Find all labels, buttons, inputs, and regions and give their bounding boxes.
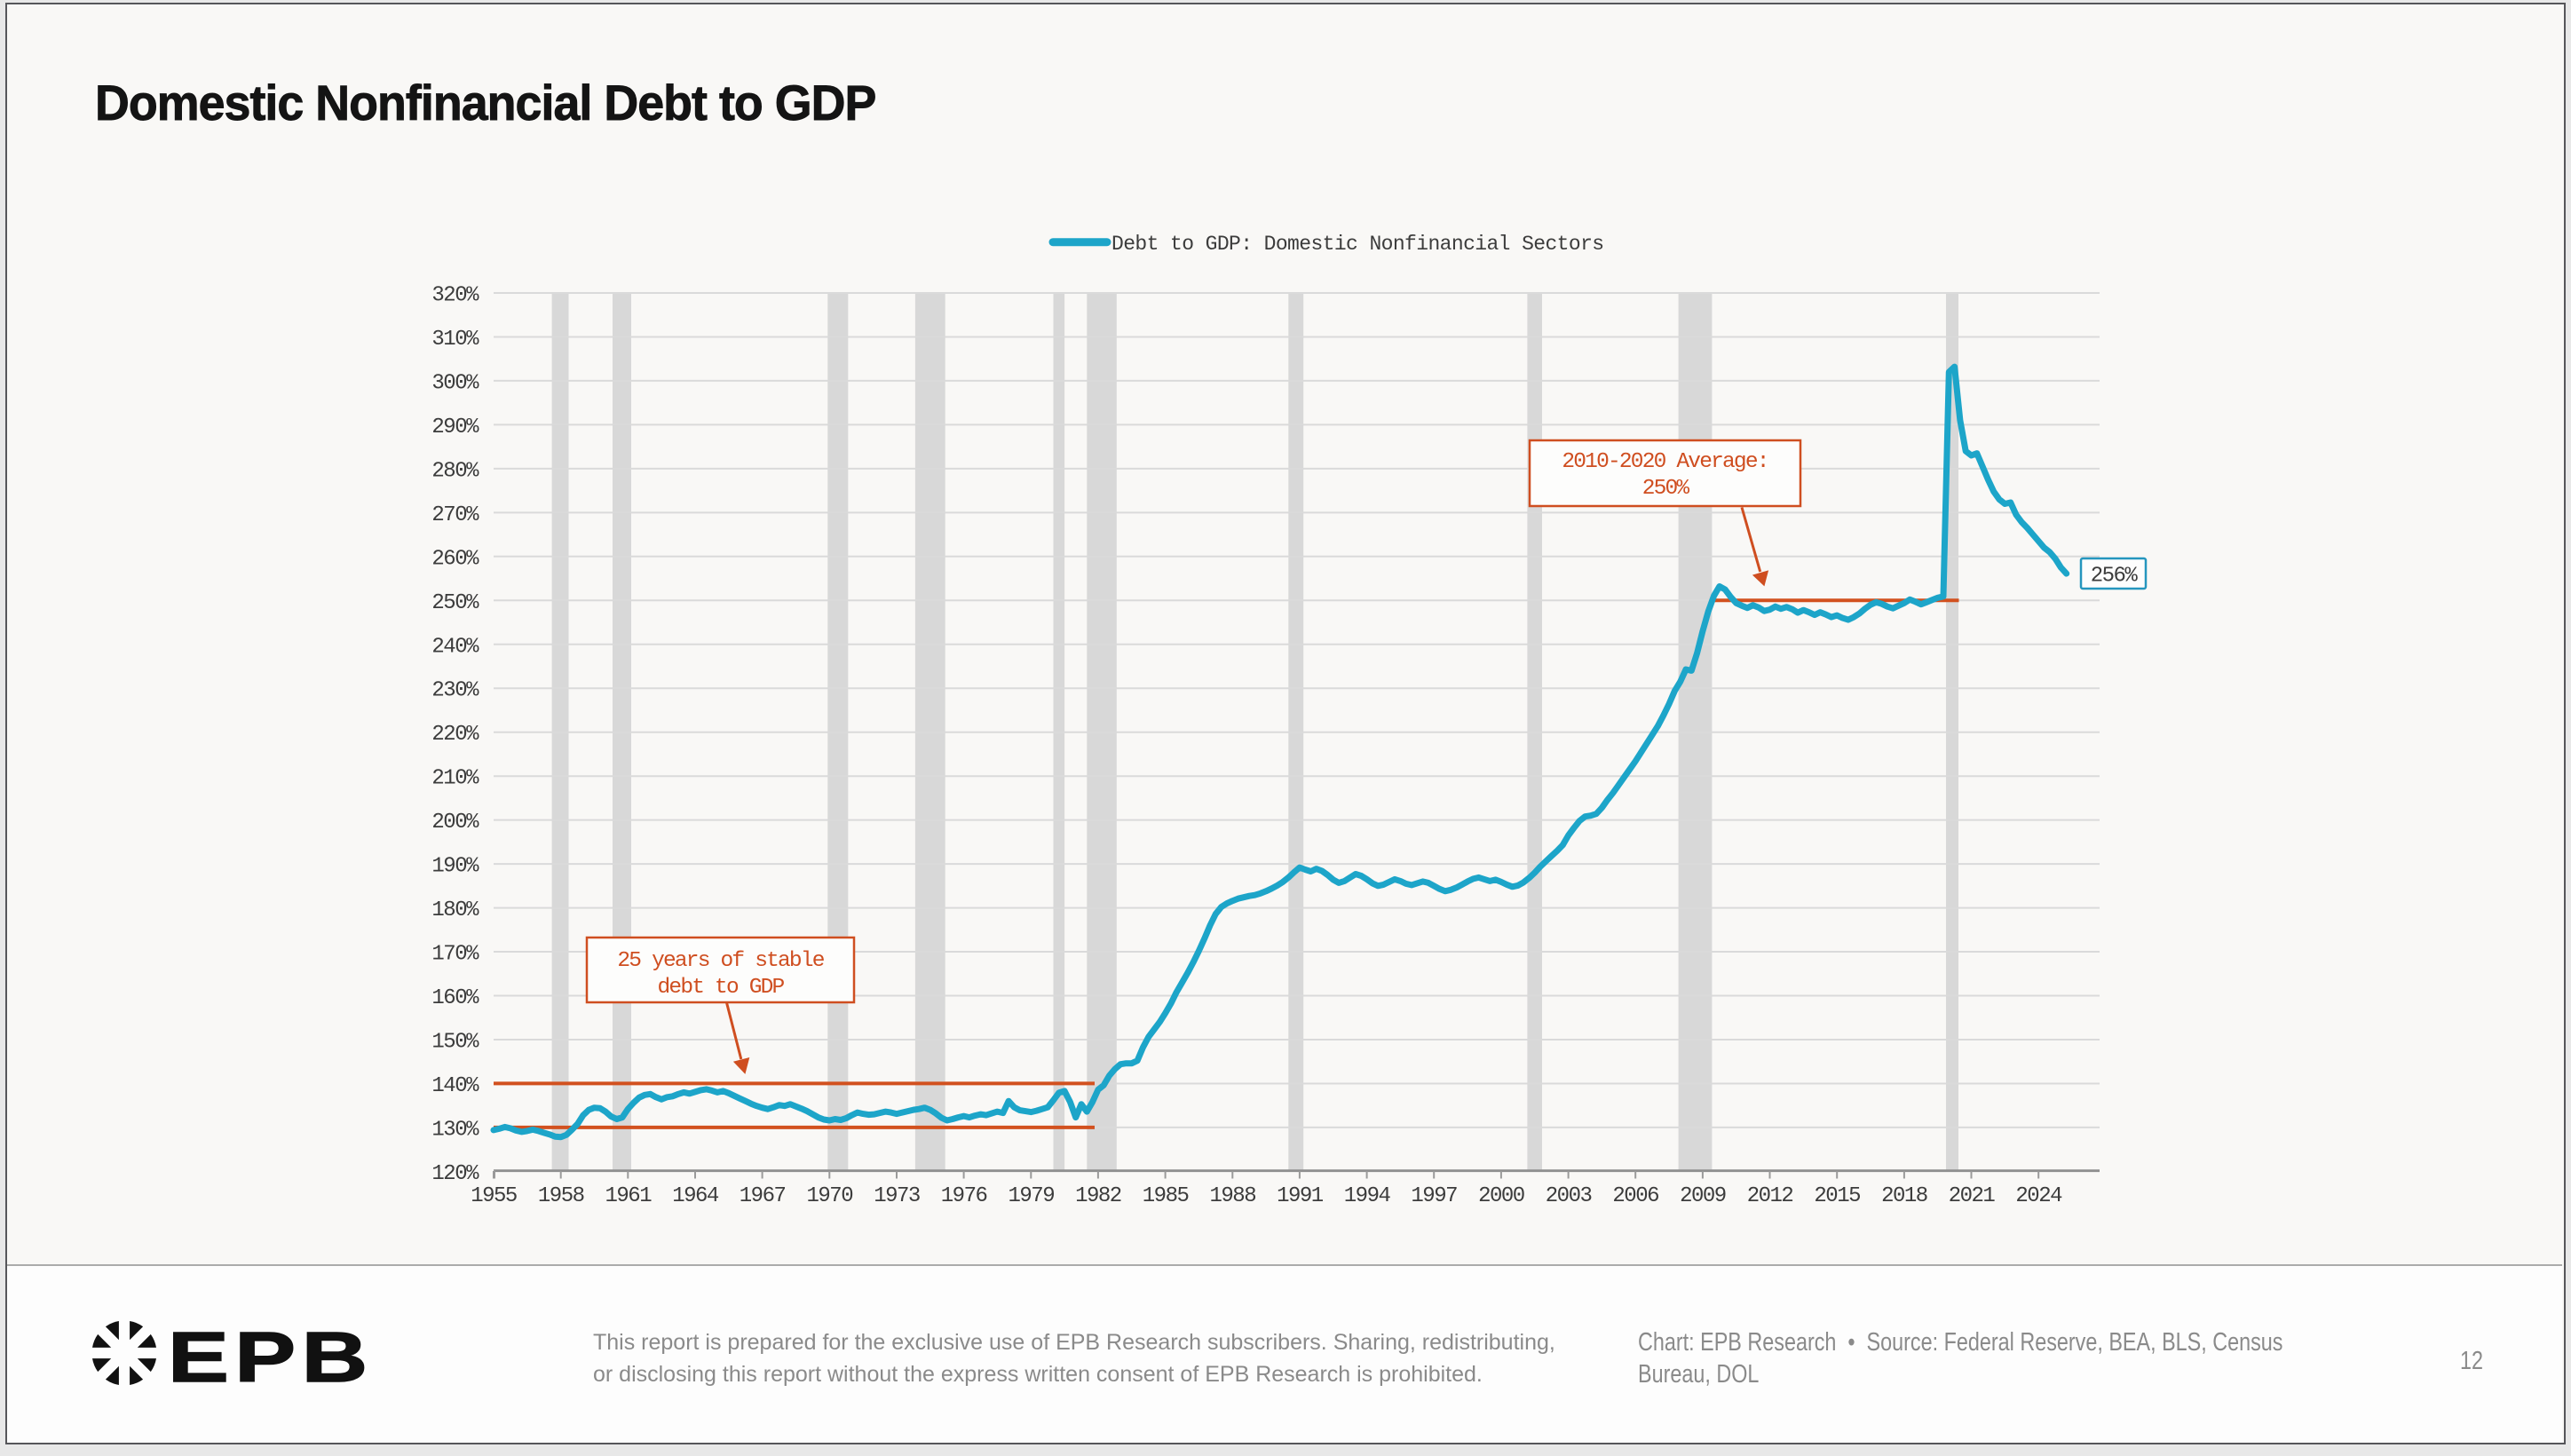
svg-text:2000: 2000 bbox=[1478, 1184, 1524, 1208]
svg-text:2024: 2024 bbox=[2015, 1184, 2062, 1208]
svg-text:230%: 230% bbox=[431, 679, 479, 703]
svg-text:1979: 1979 bbox=[1008, 1184, 1054, 1208]
svg-text:2021: 2021 bbox=[1949, 1184, 1996, 1208]
svg-text:1982: 1982 bbox=[1075, 1184, 1121, 1208]
svg-text:25 years of stable: 25 years of stable bbox=[617, 949, 824, 973]
svg-text:270%: 270% bbox=[431, 503, 479, 527]
svg-text:260%: 260% bbox=[431, 547, 479, 571]
svg-text:310%: 310% bbox=[431, 328, 479, 352]
svg-text:190%: 190% bbox=[431, 855, 479, 879]
svg-text:320%: 320% bbox=[431, 284, 479, 308]
svg-text:240%: 240% bbox=[431, 635, 479, 659]
svg-text:150%: 150% bbox=[431, 1031, 479, 1055]
svg-text:2009: 2009 bbox=[1680, 1184, 1726, 1208]
svg-text:2018: 2018 bbox=[1881, 1184, 1927, 1208]
svg-text:180%: 180% bbox=[431, 898, 479, 922]
svg-text:1976: 1976 bbox=[941, 1184, 987, 1208]
svg-text:1973: 1973 bbox=[874, 1184, 920, 1208]
svg-text:256%: 256% bbox=[2091, 565, 2139, 589]
svg-text:130%: 130% bbox=[431, 1118, 479, 1142]
svg-text:1955: 1955 bbox=[471, 1184, 517, 1208]
svg-text:210%: 210% bbox=[431, 767, 479, 791]
svg-text:120%: 120% bbox=[431, 1162, 479, 1186]
svg-text:debt to GDP: debt to GDP bbox=[658, 976, 785, 1000]
svg-text:1970: 1970 bbox=[806, 1184, 852, 1208]
svg-text:1958: 1958 bbox=[538, 1184, 584, 1208]
svg-text:170%: 170% bbox=[431, 943, 479, 967]
svg-text:2006: 2006 bbox=[1612, 1184, 1658, 1208]
svg-text:200%: 200% bbox=[431, 811, 479, 835]
svg-text:220%: 220% bbox=[431, 723, 479, 747]
svg-text:1964: 1964 bbox=[672, 1184, 719, 1208]
svg-text:1997: 1997 bbox=[1411, 1184, 1457, 1208]
svg-text:140%: 140% bbox=[431, 1074, 479, 1098]
svg-text:290%: 290% bbox=[431, 415, 479, 439]
svg-text:2003: 2003 bbox=[1546, 1184, 1592, 1208]
svg-text:280%: 280% bbox=[431, 459, 479, 483]
svg-text:1961: 1961 bbox=[605, 1184, 652, 1208]
svg-text:300%: 300% bbox=[431, 371, 479, 395]
svg-text:1991: 1991 bbox=[1277, 1184, 1324, 1208]
svg-text:2015: 2015 bbox=[1814, 1184, 1860, 1208]
svg-text:1988: 1988 bbox=[1209, 1184, 1255, 1208]
svg-text:250%: 250% bbox=[431, 591, 479, 615]
svg-text:160%: 160% bbox=[431, 986, 479, 1010]
svg-text:Debt to GDP: Domestic Nonfinan: Debt to GDP: Domestic Nonfinancial Secto… bbox=[1111, 233, 1604, 256]
svg-text:1967: 1967 bbox=[740, 1184, 786, 1208]
svg-text:2012: 2012 bbox=[1747, 1184, 1793, 1208]
svg-text:2010-2020 Average:: 2010-2020 Average: bbox=[1562, 450, 1768, 474]
svg-text:250%: 250% bbox=[1642, 477, 1690, 501]
svg-text:1985: 1985 bbox=[1143, 1184, 1189, 1208]
svg-text:1994: 1994 bbox=[1344, 1184, 1391, 1208]
